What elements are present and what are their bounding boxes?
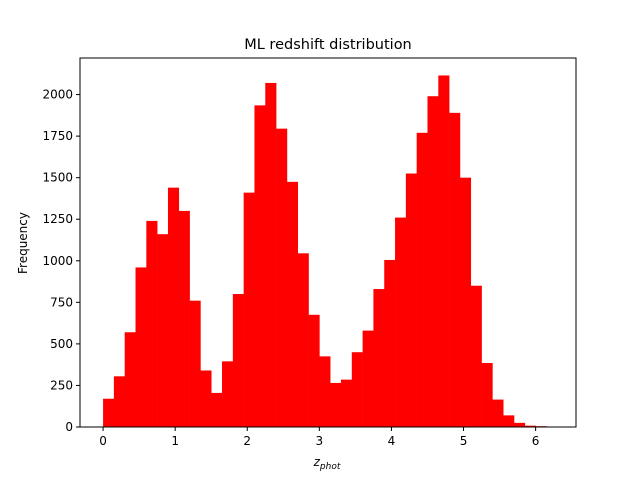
histogram-bar — [395, 217, 407, 427]
y-tick-label: 2000 — [42, 88, 73, 102]
histogram-bar — [449, 112, 461, 427]
y-tick-label: 500 — [50, 337, 73, 351]
x-axis-label-main: z — [313, 455, 321, 469]
histogram-bar — [157, 234, 169, 427]
histogram-bar — [286, 181, 299, 427]
histogram-bar — [254, 105, 266, 428]
histogram-bar — [492, 399, 504, 427]
bars-group — [103, 75, 558, 428]
x-tick-label: 3 — [316, 434, 324, 448]
y-tick-label: 250 — [50, 378, 73, 392]
histogram-bar — [351, 352, 363, 427]
x-axis-ticks: 0 1 2 3 4 5 6 — [99, 427, 539, 448]
y-tick-label: 0 — [65, 420, 73, 434]
x-tick-label: 4 — [388, 434, 396, 448]
x-tick-label: 2 — [243, 434, 251, 448]
histogram-bar — [189, 300, 201, 427]
histogram-bar — [340, 379, 353, 427]
histogram-bar — [384, 259, 396, 427]
histogram-bar — [178, 210, 190, 427]
histogram-bar — [232, 294, 244, 427]
x-tick-label: 6 — [532, 434, 540, 448]
histogram-bar — [297, 253, 309, 427]
histogram-bar — [438, 75, 450, 428]
histogram-bar — [146, 220, 158, 427]
histogram-bar — [308, 314, 320, 427]
histogram-bar — [503, 415, 515, 427]
histogram-bar — [373, 289, 385, 427]
y-axis-label: Frequency — [16, 212, 30, 274]
y-tick-label: 1500 — [42, 171, 73, 185]
histogram-bar — [319, 356, 331, 427]
histogram-bar — [222, 361, 234, 427]
histogram-bar — [200, 370, 212, 427]
chart-title: ML redshift distribution — [244, 37, 412, 53]
histogram-bar — [481, 363, 493, 427]
histogram-bar — [167, 187, 180, 427]
x-axis-label: zphot — [313, 455, 341, 472]
x-tick-label: 1 — [171, 434, 179, 448]
x-tick-label: 0 — [99, 434, 107, 448]
x-axis-label-subscript: phot — [319, 462, 341, 472]
histogram-bar — [459, 177, 472, 427]
histogram-bar — [135, 267, 147, 427]
histogram-bar — [362, 330, 374, 427]
y-tick-label: 1000 — [42, 254, 73, 268]
histogram-bar — [124, 332, 136, 427]
histogram-bar — [470, 285, 482, 427]
histogram-bar — [416, 132, 428, 427]
histogram-bar — [243, 192, 255, 427]
x-tick-label: 5 — [460, 434, 468, 448]
histogram-bar — [113, 376, 125, 427]
histogram-bar — [514, 422, 526, 427]
histogram-bar — [265, 82, 277, 427]
histogram-bar — [524, 425, 536, 427]
y-tick-label: 1250 — [42, 212, 73, 226]
plot-frame — [79, 57, 577, 428]
y-axis-ticks: 0 250 500 750 1000 1250 1500 1750 2000 — [42, 88, 80, 434]
histogram-bar — [427, 96, 439, 427]
y-tick-label: 750 — [50, 295, 73, 309]
histogram-bar — [211, 392, 223, 427]
histogram-bar — [103, 398, 115, 427]
y-tick-label: 1750 — [42, 129, 73, 143]
histogram-bar — [405, 173, 417, 427]
histogram-bar — [276, 128, 288, 427]
histogram-bar — [330, 382, 342, 427]
